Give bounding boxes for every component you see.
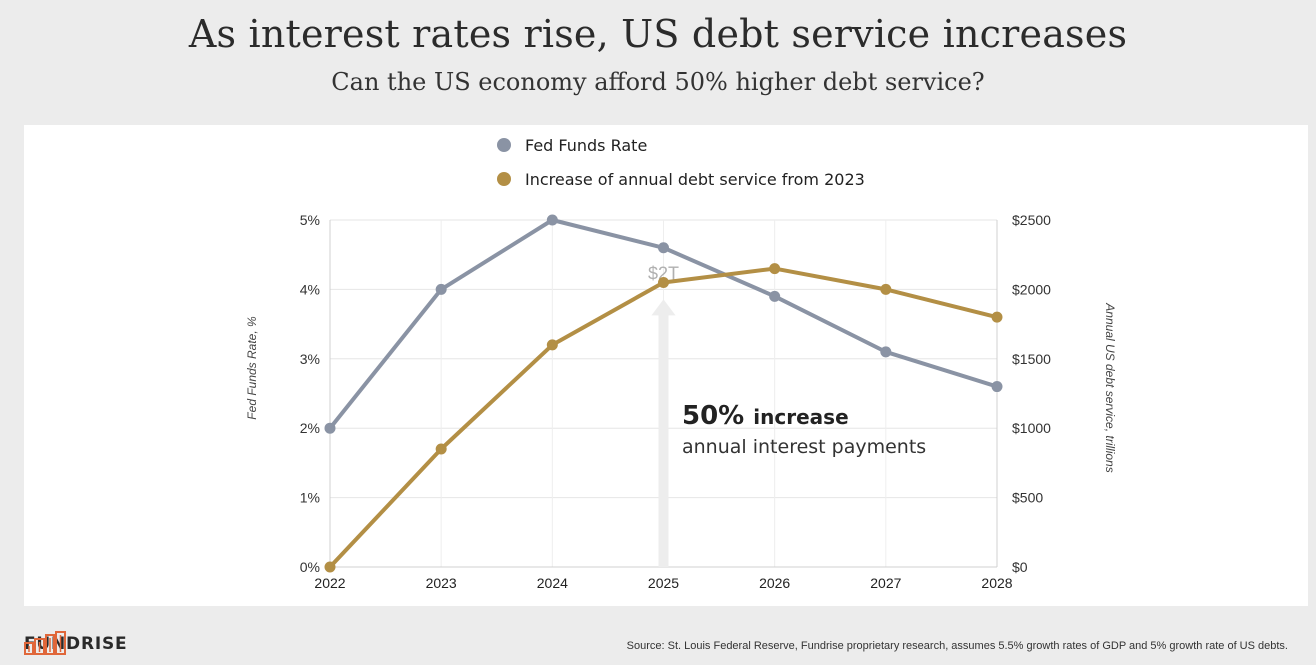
y-left-tick-label: 5% bbox=[300, 212, 320, 228]
y-left-tick-label: 3% bbox=[300, 351, 320, 367]
legend-marker bbox=[497, 172, 511, 186]
debt-service-data-point bbox=[991, 311, 1003, 323]
y-left-tick-label: 2% bbox=[300, 420, 320, 436]
x-tick-label: 2023 bbox=[426, 575, 457, 591]
debt-service-data-point bbox=[658, 276, 669, 288]
y-left-tick-label: 0% bbox=[300, 559, 320, 575]
y-left-axis-title: Fed Funds Rate, % bbox=[245, 316, 259, 420]
debt-service-data-point bbox=[546, 339, 558, 351]
y-left-tick-label: 4% bbox=[300, 281, 320, 297]
arrow-up-icon bbox=[651, 299, 676, 316]
x-tick-label: 2025 bbox=[648, 575, 679, 591]
annotation-headline-rest: increase bbox=[753, 405, 848, 429]
y-right-tick-label: $2500 bbox=[1012, 212, 1051, 228]
page-title: As interest rates rise, US debt service … bbox=[188, 12, 1128, 56]
y-right-tick-label: $0 bbox=[1012, 559, 1028, 575]
fed-funds-data-point bbox=[435, 283, 447, 295]
x-tick-label: 2027 bbox=[870, 575, 901, 591]
chart-panel: 0% $0 1% $500 2% $1000 3% $1500 4% $2000 5% $2500 20… bbox=[24, 125, 1308, 606]
debt-service-data-point bbox=[880, 283, 892, 295]
y-right-tick-label: $500 bbox=[1012, 490, 1043, 506]
annotation-headline-bold: 50% bbox=[682, 401, 753, 431]
fed-funds-data-point bbox=[769, 290, 781, 302]
legend-label: Increase of annual debt service from 202… bbox=[525, 170, 865, 189]
page-subtitle: Can the US economy afford 50% higher deb… bbox=[331, 68, 985, 96]
fed-funds-data-point bbox=[324, 422, 336, 434]
y-right-tick-label: $2000 bbox=[1012, 281, 1051, 297]
annotation-arrow-shaft bbox=[658, 313, 669, 567]
annotation-headline: 50% increase bbox=[682, 401, 849, 431]
legend-label: Fed Funds Rate bbox=[525, 136, 647, 155]
annotation-arrow-label: $2T bbox=[648, 263, 679, 283]
debt-service-data-point bbox=[435, 443, 447, 455]
legend-marker bbox=[497, 138, 511, 152]
brand-logo: FUNDRISE bbox=[24, 631, 127, 657]
y-right-tick-label: $1000 bbox=[1012, 420, 1051, 436]
fed-funds-data-point bbox=[658, 242, 669, 254]
annotation-detail: annual interest payments bbox=[682, 436, 926, 458]
line-chart: 0% $0 1% $500 2% $1000 3% $1500 4% $2000 5% $2500 20… bbox=[245, 136, 1117, 591]
debt-service-data-point bbox=[324, 561, 336, 573]
source-note: Source: St. Louis Federal Reserve, Fundr… bbox=[626, 640, 1288, 652]
debt-service-data-point bbox=[769, 263, 781, 275]
fundrise-buildings-icon bbox=[24, 631, 66, 655]
fed-funds-data-point bbox=[546, 214, 558, 226]
x-tick-label: 2028 bbox=[981, 575, 1012, 591]
fed-funds-data-point bbox=[880, 346, 892, 358]
x-tick-label: 2022 bbox=[314, 575, 345, 591]
fed-funds-data-point bbox=[991, 381, 1003, 393]
y-right-tick-label: $1500 bbox=[1012, 351, 1051, 367]
x-tick-label: 2026 bbox=[759, 575, 790, 591]
y-left-tick-label: 1% bbox=[300, 490, 320, 506]
y-right-axis-title: Annual US debt service, trillions bbox=[1103, 302, 1117, 472]
x-tick-label: 2024 bbox=[537, 575, 568, 591]
